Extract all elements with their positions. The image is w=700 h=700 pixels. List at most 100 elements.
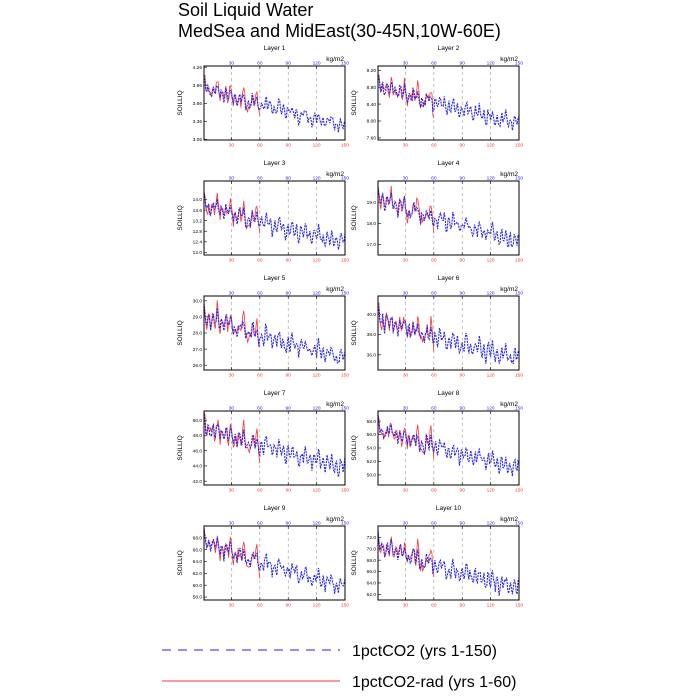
x-tick-label-bottom: 30	[403, 603, 409, 609]
y-axis-label: SOILLIQ	[177, 90, 184, 115]
plot-frame	[377, 65, 520, 141]
plot-frame	[203, 65, 346, 141]
chart-panel-7: Layer 7 kg/m2 SOILLIQ 30 30 60 60 90 90 120 120 150…	[177, 390, 349, 494]
x-tick-label-bottom: 90	[286, 488, 292, 494]
x-tick-label-top: 120	[313, 291, 321, 297]
series-line-ctrl	[203, 413, 346, 478]
x-tick-label-top: 90	[286, 521, 292, 527]
x-tick-label-bottom: 90	[286, 603, 292, 609]
y-tick-label: 3.96	[193, 83, 203, 89]
chart-panel-5: Layer 5 kg/m2 SOILLIQ 30 30 60 60 90 90 120 120 150…	[177, 275, 349, 379]
x-tick-label-top: 30	[229, 61, 235, 67]
y-tick-label: 44.0	[193, 464, 203, 470]
y-tick-label: 18.0	[367, 221, 377, 227]
x-tick-label-bottom: 30	[403, 258, 409, 264]
x-tick-label-top: 30	[229, 521, 235, 527]
y-tick-label: 58.0	[193, 595, 203, 601]
y-tick-label: 30.0	[193, 299, 203, 305]
x-tick-label-top: 90	[460, 291, 466, 297]
plot-frame	[203, 180, 346, 256]
panel-title: Layer 1	[264, 45, 286, 52]
y-tick-label: 56.0	[367, 432, 377, 438]
figure-title: Soil Liquid Water MedSea and MidEast(30-…	[178, 0, 501, 42]
y-axis-label: SOILLIQ	[177, 550, 184, 575]
x-tick-label-bottom: 120	[313, 488, 321, 494]
chart-panel-10: Layer 10 kg/m2 SOILLIQ 30 30 60 60 90 90 120 120 15…	[351, 505, 523, 609]
x-tick-label-top: 120	[487, 61, 495, 67]
x-tick-label-bottom: 120	[313, 143, 321, 149]
x-tick-label-top: 30	[403, 521, 409, 527]
y-tick-label: 3.36	[193, 119, 203, 125]
x-tick-label-top: 60	[431, 291, 437, 297]
x-tick-label-top: 120	[487, 291, 495, 297]
y-tick-label: 60.0	[193, 583, 203, 589]
legend-label-ctrl: 1pctCO2 (yrs 1-150)	[352, 643, 497, 660]
x-tick-label-bottom: 90	[460, 603, 466, 609]
x-tick-label-top: 150	[515, 176, 523, 182]
x-tick-label-bottom: 60	[257, 143, 263, 149]
chart-panel-3: Layer 3 kg/m2 SOILLIQ 30 30 60 60 90 90 120 120 150…	[177, 160, 349, 264]
x-tick-label-bottom: 150	[341, 258, 349, 264]
y-axis-label: SOILLIQ	[351, 90, 358, 115]
panel-title: Layer 5	[264, 275, 286, 282]
y-tick-label: 70.0	[367, 546, 377, 552]
x-tick-label-top: 30	[403, 176, 409, 182]
x-tick-label-top: 30	[403, 291, 409, 297]
x-tick-label-top: 120	[487, 406, 495, 412]
y-tick-label: 52.0	[367, 459, 377, 465]
x-tick-label-bottom: 30	[229, 488, 235, 494]
figure-title-line1: Soil Liquid Water	[178, 0, 314, 20]
plot-frame	[377, 295, 520, 371]
x-tick-label-bottom: 60	[257, 373, 263, 379]
chart-panel-4: Layer 4 kg/m2 SOILLIQ 30 30 60 60 90 90 120 120 150…	[351, 160, 523, 264]
x-tick-label-top: 60	[431, 61, 437, 67]
y-tick-label: 8.00	[367, 119, 377, 125]
y-axis-label: SOILLIQ	[177, 205, 184, 230]
y-axis-label: SOILLIQ	[351, 550, 358, 575]
x-tick-label-bottom: 30	[403, 488, 409, 494]
x-tick-label-bottom: 120	[487, 603, 495, 609]
x-tick-label-bottom: 30	[229, 143, 235, 149]
x-tick-label-top: 90	[286, 291, 292, 297]
y-tick-label: 8.80	[367, 85, 377, 91]
y-tick-label: 36.0	[367, 352, 377, 358]
y-tick-label: 66.0	[193, 547, 203, 553]
x-tick-label-top: 60	[257, 176, 263, 182]
y-tick-label: 13.2	[193, 218, 203, 224]
units-label: kg/m2	[326, 401, 344, 408]
y-tick-label: 27.0	[193, 347, 203, 353]
units-label: kg/m2	[500, 286, 518, 293]
x-tick-label-top: 60	[431, 521, 437, 527]
chart-panel-1: Layer 1 kg/m2 SOILLIQ 30 30 60 60 90 90 120 120 150…	[177, 45, 349, 149]
x-tick-label-top: 120	[313, 521, 321, 527]
panel-title: Layer 4	[438, 160, 460, 167]
figure-title-line2: MedSea and MidEast(30-45N,10W-60E)	[178, 21, 501, 41]
x-tick-label-bottom: 120	[313, 258, 321, 264]
plot-frame	[377, 410, 520, 486]
x-tick-label-bottom: 30	[229, 373, 235, 379]
y-axis-label: SOILLIQ	[351, 435, 358, 460]
y-tick-label: 64.0	[367, 581, 377, 587]
series-line-ctrl	[377, 306, 520, 365]
y-tick-label: 40.0	[367, 312, 377, 318]
x-tick-label-bottom: 30	[403, 143, 409, 149]
x-tick-label-bottom: 60	[431, 143, 437, 149]
plot-frame	[203, 410, 346, 486]
plot-frame	[377, 525, 520, 601]
y-tick-label: 13.6	[193, 208, 203, 214]
x-tick-label-bottom: 150	[341, 603, 349, 609]
x-tick-label-bottom: 120	[487, 143, 495, 149]
panel-title: Layer 9	[264, 505, 286, 512]
units-label: kg/m2	[326, 516, 344, 523]
x-tick-label-top: 60	[257, 61, 263, 67]
series-line-ctrl	[203, 78, 346, 133]
x-tick-label-top: 30	[229, 406, 235, 412]
x-tick-label-top: 120	[487, 521, 495, 527]
y-tick-label: 54.0	[367, 446, 377, 452]
units-label: kg/m2	[500, 171, 518, 178]
plot-frame	[203, 295, 346, 371]
y-tick-label: 17.0	[367, 242, 377, 248]
y-axis-label: SOILLIQ	[177, 320, 184, 345]
x-tick-label-top: 90	[286, 406, 292, 412]
x-tick-label-top: 60	[257, 291, 263, 297]
